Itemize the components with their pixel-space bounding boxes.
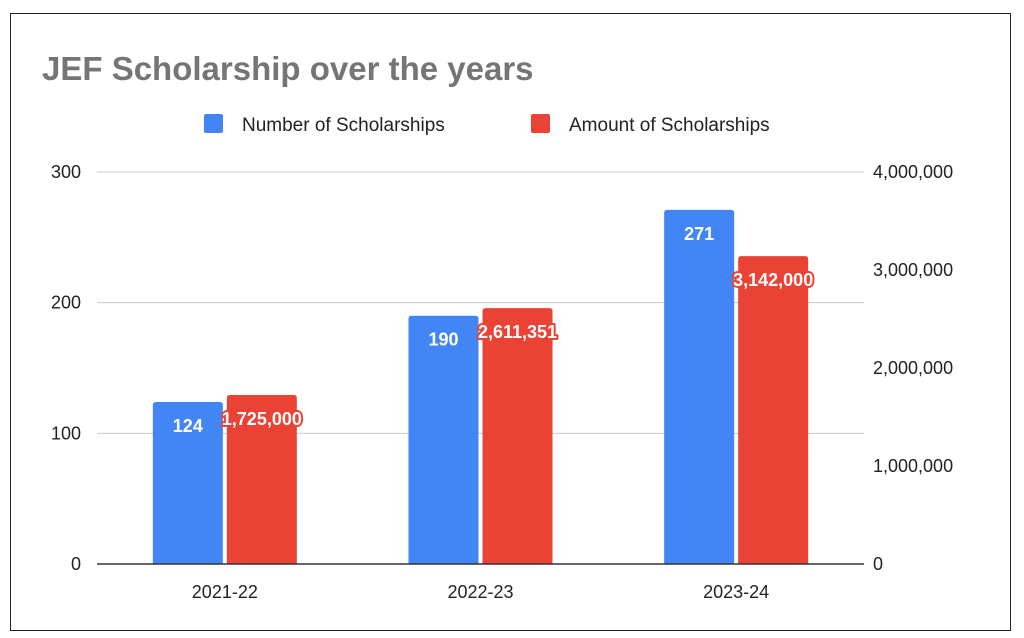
legend-label-amount-of-scholarships: Amount of Scholarships — [569, 115, 770, 136]
left-tick-label: 100 — [51, 423, 81, 443]
x-axis-ticks: 2021-22 2022-23 2023-24 — [192, 582, 769, 602]
data-label-number: 190 — [428, 330, 458, 350]
right-tick-label: 4,000,000 — [873, 162, 953, 182]
left-axis-ticks: 0 100 200 300 — [51, 162, 81, 574]
legend-label-number-of-scholarships: Number of Scholarships — [242, 115, 445, 136]
right-axis-ticks: 0 1,000,000 2,000,000 3,000,000 4,000,000 — [873, 162, 953, 574]
data-label-number: 124 — [173, 416, 203, 436]
chart-title: JEF Scholarship over the years — [42, 50, 534, 87]
data-label-amount: 1,725,000 — [222, 409, 302, 429]
gridlines — [97, 171, 864, 434]
left-tick-label: 200 — [51, 293, 81, 313]
data-label-amount: 3,142,000 — [733, 270, 813, 290]
chart-frame: JEF Scholarship over the years Number of… — [10, 13, 1011, 631]
legend-swatch-amount-of-scholarships — [531, 114, 550, 133]
right-tick-label: 1,000,000 — [873, 456, 953, 476]
bar-number-of-scholarships — [152, 401, 223, 564]
bar-chart: JEF Scholarship over the years Number of… — [42, 50, 953, 602]
x-tick-label: 2023-24 — [703, 582, 769, 602]
data-label-number: 271 — [684, 224, 714, 244]
legend-swatch-number-of-scholarships — [204, 114, 223, 133]
right-tick-label: 0 — [873, 554, 883, 574]
left-tick-label: 300 — [51, 162, 81, 182]
legend: Number of Scholarships Amount of Scholar… — [204, 114, 770, 136]
bar-amount-of-scholarships — [738, 256, 809, 564]
bar-number-of-scholarships — [408, 315, 479, 564]
x-tick-label: 2022-23 — [447, 582, 513, 602]
bar-amount-of-scholarships — [226, 394, 297, 564]
bar-amount-of-scholarships — [482, 308, 553, 564]
bars: 124 1,725,000 190 2,611,351 271 3,142,000 — [152, 209, 815, 565]
left-tick-label: 0 — [71, 554, 81, 574]
right-tick-label: 3,000,000 — [873, 260, 953, 280]
bar-number-of-scholarships — [664, 209, 735, 565]
x-tick-label: 2021-22 — [192, 582, 258, 602]
data-label-amount: 2,611,351 — [478, 322, 557, 342]
right-tick-label: 2,000,000 — [873, 358, 953, 378]
